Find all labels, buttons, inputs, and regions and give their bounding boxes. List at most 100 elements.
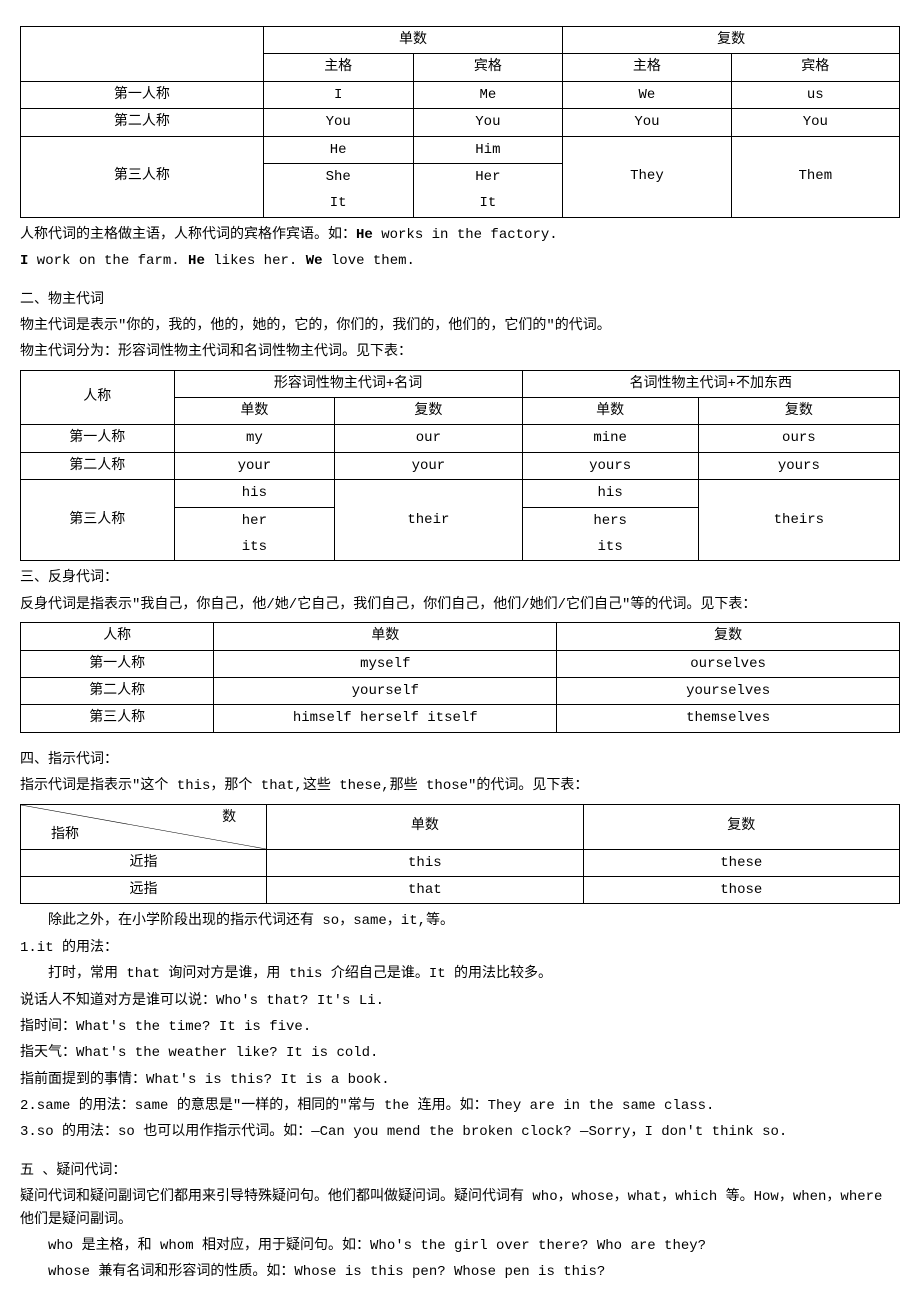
cell: our xyxy=(335,425,522,452)
text-bold: He xyxy=(188,253,205,269)
cell: yours xyxy=(522,452,698,479)
row-label: 第二人称 xyxy=(21,452,175,479)
cell: Her xyxy=(413,163,563,190)
cell: us xyxy=(731,81,899,108)
cell: myself xyxy=(214,650,557,677)
paragraph: 人称代词的主格做主语，人称代词的宾格作宾语。如：He works in the … xyxy=(20,224,900,246)
list-item-title: 1.it 的用法： xyxy=(20,937,900,959)
section-title: 三、反身代词： xyxy=(20,567,900,589)
cell: Me xyxy=(413,81,563,108)
cell: yours xyxy=(698,452,899,479)
table-row: 第一人称 myself ourselves xyxy=(21,650,900,677)
cell: It xyxy=(413,190,563,217)
paragraph: 指时间：What's the time? It is five. xyxy=(20,1016,900,1038)
cell: that xyxy=(267,876,583,903)
paragraph: 指示代词是指表示"这个 this，那个 that,这些 these,那些 tho… xyxy=(20,775,900,797)
table-row: 人称 单数 复数 xyxy=(21,623,900,650)
row-label: 第一人称 xyxy=(21,650,214,677)
row-label: 第三人称 xyxy=(21,480,175,561)
cell: mine xyxy=(522,425,698,452)
paragraph: 说话人不知道对方是谁可以说：Who's that? It's Li. xyxy=(20,990,900,1012)
row-label: 第三人称 xyxy=(21,136,264,217)
cell: theirs xyxy=(698,480,899,561)
paragraph: I work on the farm. He likes her. We lov… xyxy=(20,250,900,272)
cell: your xyxy=(174,452,335,479)
table-row: 第三人称 himself herself itself themselves xyxy=(21,705,900,732)
cell: his xyxy=(522,480,698,507)
paragraph: 打时，常用 that 询问对方是谁，用 this 介绍自己是谁。It 的用法比较… xyxy=(20,963,900,985)
diag-bottom-label: 指称 xyxy=(51,824,79,846)
cell: yourselves xyxy=(557,677,900,704)
cell: ourselves xyxy=(557,650,900,677)
subheader: 单数 xyxy=(174,398,335,425)
cell: himself herself itself xyxy=(214,705,557,732)
demonstrative-pronouns-table: 数 指称 单数 复数 近指 this these 远指 that those xyxy=(20,804,900,905)
cell: Him xyxy=(413,136,563,163)
list-item: 2.same 的用法：same 的意思是"一样的，相同的"常与 the 连用。如… xyxy=(20,1095,900,1117)
table-row: 第一人称 my our mine ours xyxy=(21,425,900,452)
possessive-pronouns-table: 人称 形容词性物主代词+名词 名词性物主代词+不加东西 单数 复数 单数 复数 … xyxy=(20,370,900,562)
cell: You xyxy=(413,109,563,136)
paragraph: whose 兼有名词和形容词的性质。如：Whose is this pen? W… xyxy=(20,1261,900,1283)
cell: its xyxy=(522,534,698,561)
header-plur: 复数 xyxy=(583,804,899,849)
table-row: 近指 this these xyxy=(21,849,900,876)
cell: It xyxy=(263,190,413,217)
cell: its xyxy=(174,534,335,561)
cell: She xyxy=(263,163,413,190)
row-label: 第一人称 xyxy=(21,425,175,452)
section-title: 五 、疑问代词： xyxy=(20,1160,900,1182)
paragraph: 物主代词分为：形容词性物主代词和名词性物主代词。见下表： xyxy=(20,341,900,363)
cell: your xyxy=(335,452,522,479)
subheader: 复数 xyxy=(335,398,522,425)
row-label: 第二人称 xyxy=(21,109,264,136)
cell: Them xyxy=(731,136,899,217)
text-bold: We xyxy=(306,253,323,269)
cell: their xyxy=(335,480,522,561)
cell: hers xyxy=(522,507,698,534)
header-person: 人称 xyxy=(21,370,175,425)
table-row: 第三人称 He Him They Them xyxy=(21,136,900,163)
header-plural: 复数 xyxy=(563,27,900,54)
table-row: 人称 形容词性物主代词+名词 名词性物主代词+不加东西 xyxy=(21,370,900,397)
table-row: 第二人称 You You You You xyxy=(21,109,900,136)
header-sing: 单数 xyxy=(267,804,583,849)
section-title: 二、物主代词 xyxy=(20,289,900,311)
cell: We xyxy=(563,81,731,108)
paragraph: 物主代词是表示"你的，我的，他的，她的，它的，你们的，我们的，他们的，它们的"的… xyxy=(20,315,900,337)
cell: ours xyxy=(698,425,899,452)
diag-top-label: 数 xyxy=(222,807,236,829)
table-row: 单数 复数 xyxy=(21,27,900,54)
reflexive-pronouns-table: 人称 单数 复数 第一人称 myself ourselves 第二人称 your… xyxy=(20,622,900,733)
cell: You xyxy=(563,109,731,136)
header-singular: 单数 xyxy=(263,27,562,54)
header-sing: 单数 xyxy=(214,623,557,650)
text: 人称代词的主格做主语，人称代词的宾格作宾语。如： xyxy=(20,227,356,243)
section-title: 四、指示代词： xyxy=(20,749,900,771)
subheader-subj: 主格 xyxy=(563,54,731,81)
header-noun: 名词性物主代词+不加东西 xyxy=(522,370,899,397)
table-row: 第二人称 yourself yourselves xyxy=(21,677,900,704)
table-row: 第一人称 I Me We us xyxy=(21,81,900,108)
cell: You xyxy=(731,109,899,136)
row-label: 第一人称 xyxy=(21,81,264,108)
diagonal-header: 数 指称 xyxy=(21,804,267,849)
subheader-subj: 主格 xyxy=(263,54,413,81)
cell: He xyxy=(263,136,413,163)
cell: my xyxy=(174,425,335,452)
table-row: 第二人称 your your yours yours xyxy=(21,452,900,479)
subheader: 单数 xyxy=(522,398,698,425)
cell: her xyxy=(174,507,335,534)
cell: these xyxy=(583,849,899,876)
cell: You xyxy=(263,109,413,136)
cell: I xyxy=(263,81,413,108)
cell: They xyxy=(563,136,731,217)
cell: his xyxy=(174,480,335,507)
row-label: 第二人称 xyxy=(21,677,214,704)
paragraph: who 是主格，和 whom 相对应，用于疑问句。如：Who's the gir… xyxy=(20,1235,900,1257)
text: love them. xyxy=(323,253,415,269)
cell: yourself xyxy=(214,677,557,704)
header-adj: 形容词性物主代词+名词 xyxy=(174,370,522,397)
table-row: 远指 that those xyxy=(21,876,900,903)
table-row: 数 指称 单数 复数 xyxy=(21,804,900,849)
